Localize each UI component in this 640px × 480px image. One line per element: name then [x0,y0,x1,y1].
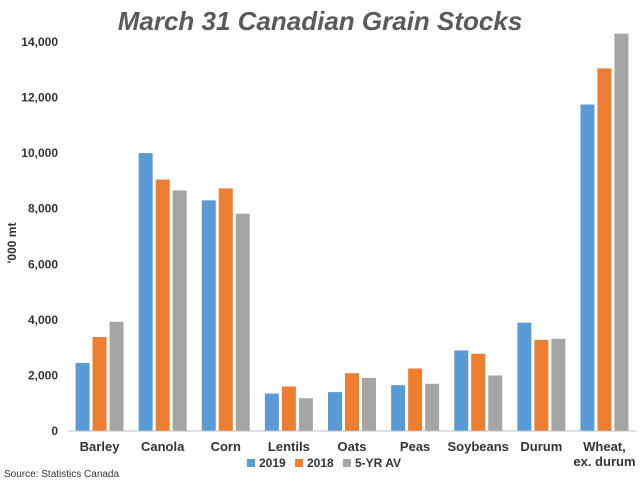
bar [534,339,549,431]
bar [597,68,612,432]
bar [218,188,233,431]
legend-label: 2019 [259,456,286,470]
y-tick-label: 0 [51,424,58,438]
category-label: Lentils [268,439,310,454]
category-label: Soybeans [448,439,509,454]
bar [517,322,532,431]
legend-swatch [247,459,255,467]
bar [391,385,406,431]
bar [155,179,170,431]
legend-swatch [343,459,351,467]
legend-label: 2018 [307,456,334,470]
y-tick-label: 8,000 [28,202,58,216]
legend: 2019 2018 5-YR AV [247,456,401,470]
y-axis-label: '000 mt [5,223,19,264]
y-tick-label: 14,000 [21,35,58,49]
category-label: Barley [80,439,121,454]
y-tick-label: 12,000 [21,91,58,105]
y-tick-label: 2,000 [28,368,58,382]
legend-swatch [295,459,303,467]
bar [454,350,469,431]
bars-group [75,33,629,432]
category-label: Corn [211,439,241,454]
bar [580,104,595,432]
bar [138,153,153,431]
bar [281,386,296,431]
category-label: Canola [141,439,185,454]
y-axis-ticks: 0 2,000 4,000 6,000 8,000 10,000 12,000 14,000 [21,35,58,438]
bar [92,337,107,431]
category-label: Peas [400,439,430,454]
bar [235,213,250,431]
bar [362,377,376,431]
bar [264,393,279,431]
bar [408,368,423,431]
source-note: Source: Statistics Canada [4,469,119,480]
legend-label: 5-YR AV [355,456,401,470]
category-label: Wheat, ex. durum [573,439,635,469]
bar [614,33,629,432]
y-tick-label: 10,000 [21,146,58,160]
bar [551,338,566,431]
category-labels: Barley Canola Corn Lentils Oats Peas Soybeans D… [80,439,636,469]
bar [345,373,359,431]
bar [471,353,486,431]
category-label: Oats [338,439,367,454]
bar [488,375,503,431]
bar [109,321,124,431]
bar [425,383,440,431]
y-tick-label: 6,000 [28,257,58,271]
bar [328,392,342,431]
bar [172,190,187,431]
chart-title: March 31 Canadian Grain Stocks [118,6,523,36]
category-label: Durum [520,439,562,454]
bar [201,200,216,431]
bar [75,362,90,431]
bar [298,398,313,431]
y-tick-label: 4,000 [28,313,58,327]
